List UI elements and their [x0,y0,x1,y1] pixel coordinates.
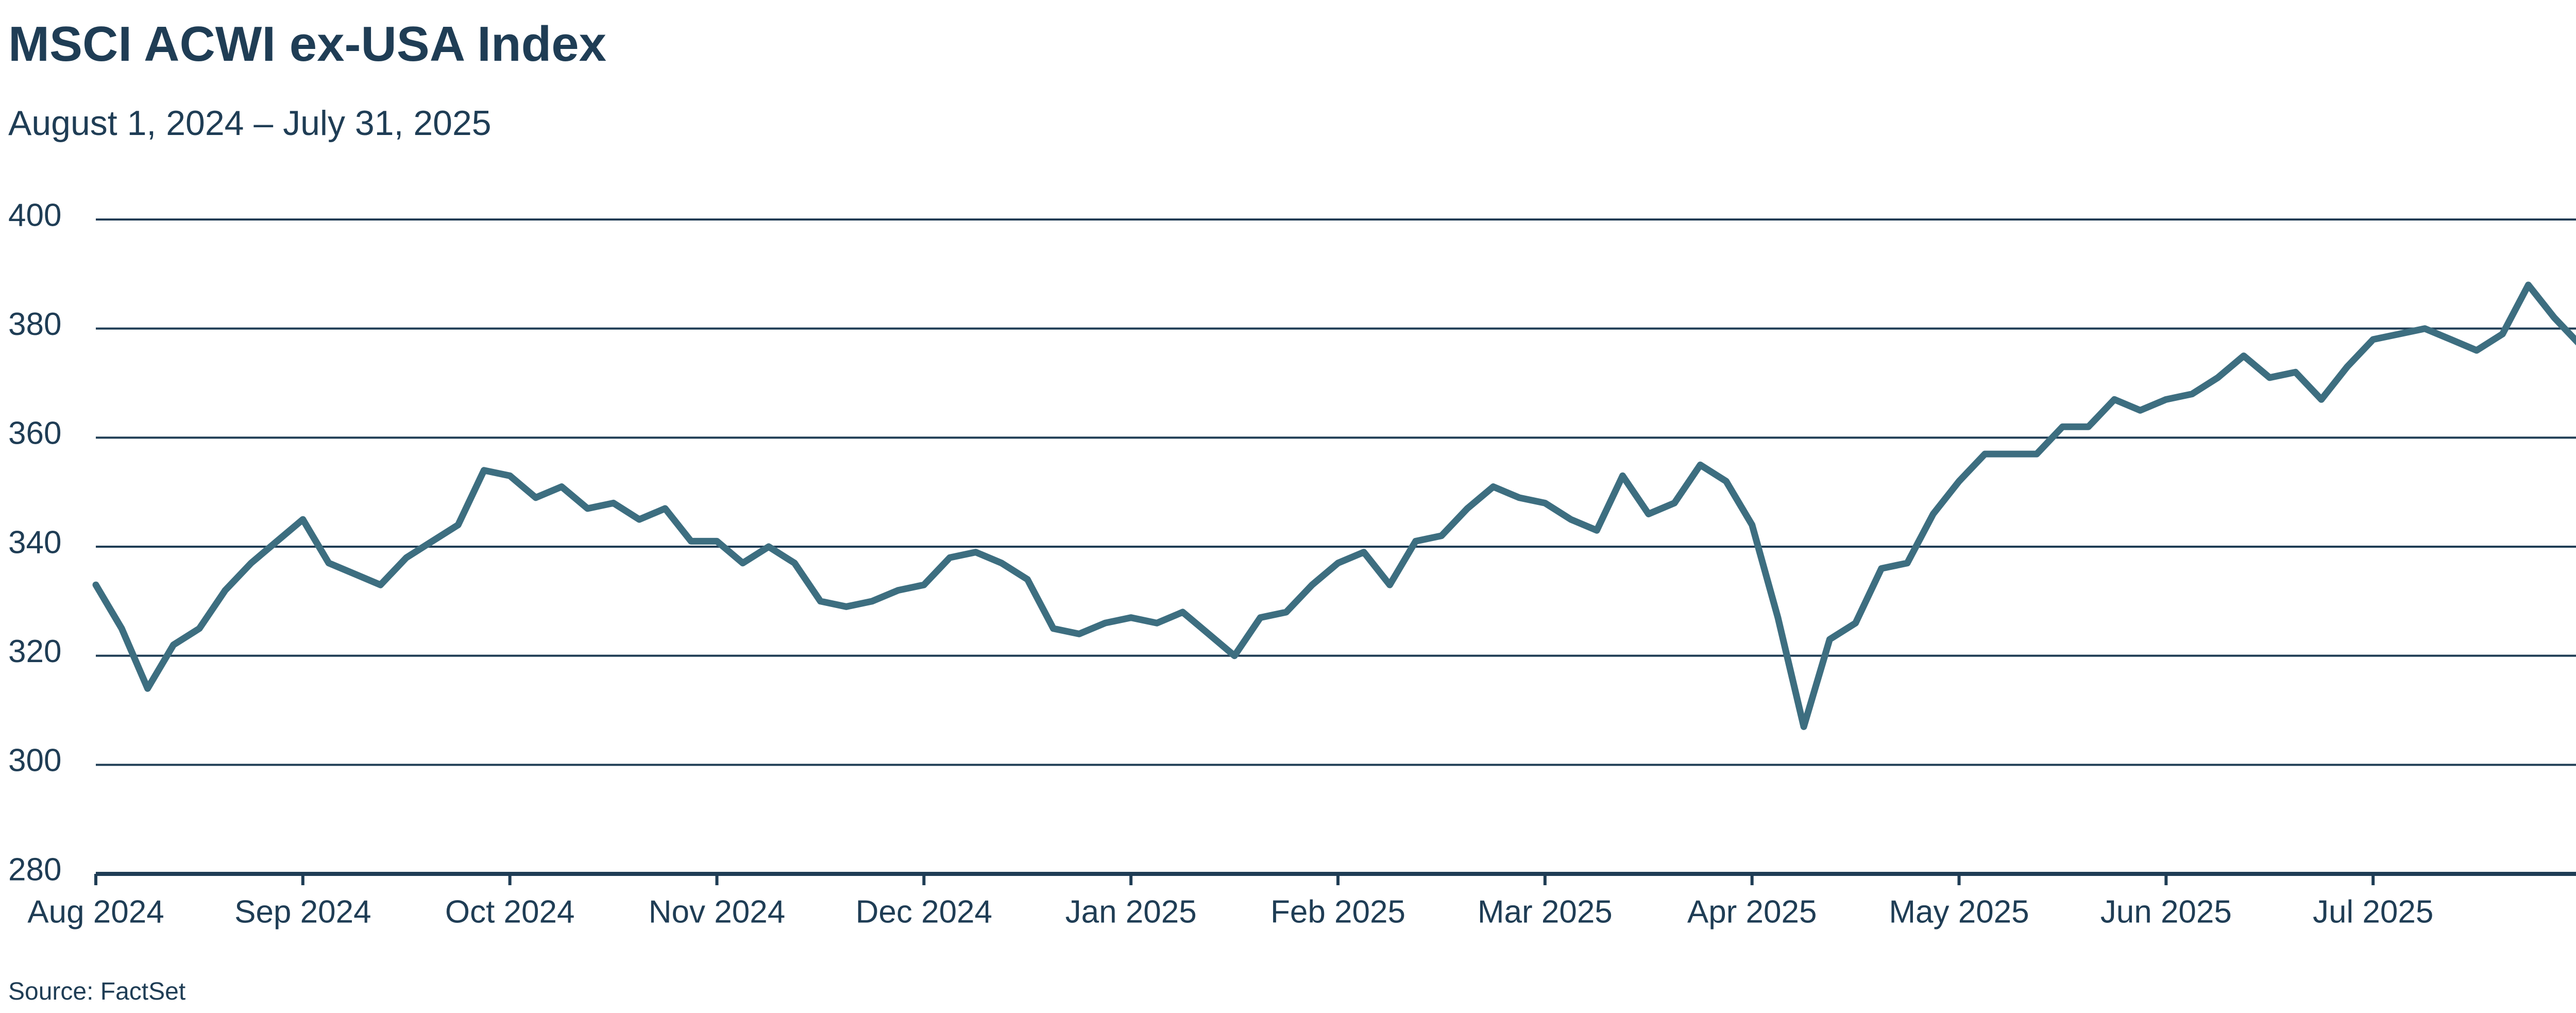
source-note: Source: FactSet [8,978,185,1005]
y-tick-label: 380 [8,307,61,342]
x-tick-label: Sep 2024 [234,894,371,930]
x-tick-label: Mar 2025 [1478,894,1613,930]
x-tick-label: Nov 2024 [649,894,785,930]
x-tick-label: Jun 2025 [2100,894,2232,930]
y-tick-label: 360 [8,416,61,451]
y-tick-label: 320 [8,634,61,669]
x-tick-label: Aug 2024 [27,894,164,930]
x-tick-label: Oct 2024 [445,894,575,930]
x-tick-label: May 2025 [1889,894,2029,930]
x-tick-label: Jul 2025 [2313,894,2433,930]
x-tick-label: Feb 2025 [1270,894,1405,930]
data-line [92,281,2576,730]
chart-title: MSCI ACWI ex-USA Index [8,16,606,72]
y-tick-label: 280 [8,852,61,887]
x-tick-label: Apr 2025 [1687,894,1817,930]
y-tick-label: 340 [8,525,61,560]
y-tick-label: 400 [8,197,61,233]
chart-subtitle: August 1, 2024 – July 31, 2025 [8,104,492,143]
x-tick-label: Dec 2024 [856,894,992,930]
y-tick-label: 300 [8,743,61,779]
x-tick-label: Jan 2025 [1065,894,1197,930]
